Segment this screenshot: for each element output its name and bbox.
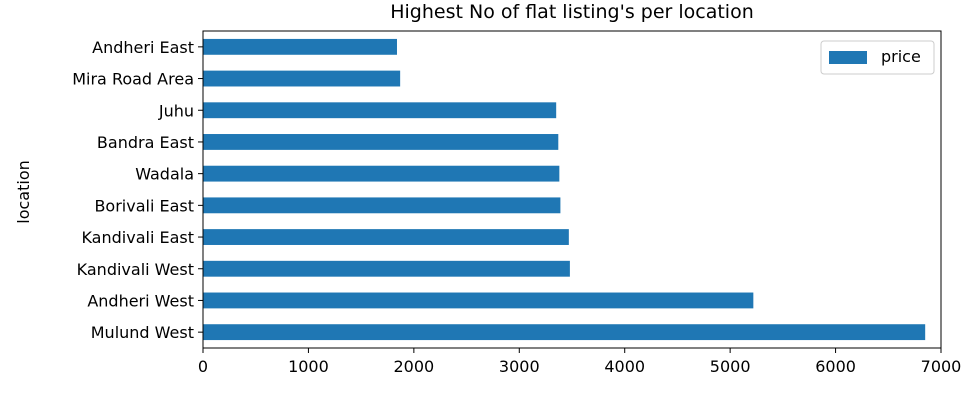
y-tick-label: Andheri West [87, 291, 194, 310]
bar-mulund-west [203, 324, 926, 341]
x-tick-label: 2000 [393, 357, 434, 376]
x-tick-label: 1000 [288, 357, 329, 376]
legend: price [820, 40, 935, 75]
x-tick-label: 3000 [499, 357, 540, 376]
bar-andheri-west [203, 292, 754, 309]
y-tick-label: Bandra East [97, 133, 194, 152]
bar-bandra-east [203, 134, 559, 150]
chart-title: Highest No of flat listing's per locatio… [390, 1, 754, 23]
legend-label: price [881, 47, 921, 66]
legend-box [820, 40, 935, 75]
plot-frame [202, 30, 942, 349]
y-tick-label: Andheri East [92, 38, 194, 57]
y-tick-label: Kandivali East [81, 228, 194, 247]
legend-swatch [829, 51, 867, 64]
bar-mira-road-area [203, 70, 401, 87]
bar-kandivali-east [203, 229, 569, 245]
y-axis-label: location [14, 160, 33, 223]
x-tick-label: 7000 [921, 357, 962, 376]
bar-juhu [203, 102, 557, 119]
bar-wadala [203, 165, 560, 182]
y-tick-label: Wadala [135, 165, 194, 184]
plot-area: Andheri East Mira Road Area Juhu Bandra Eas… [72, 38, 961, 376]
bar-borivali-east [203, 197, 561, 214]
x-tick-label: 4000 [604, 357, 645, 376]
y-tick-label: Juhu [158, 101, 194, 120]
y-tick-label: Mira Road Area [72, 70, 194, 89]
x-tick-label: 6000 [815, 357, 856, 376]
x-tick-label: 5000 [710, 357, 751, 376]
y-tick-label: Borivali East [94, 196, 194, 215]
bar-kandivali-west [203, 260, 570, 277]
bar-andheri-east [203, 38, 397, 55]
y-tick-label: Kandivali West [77, 260, 194, 279]
y-tick-label: Mulund West [91, 323, 194, 342]
x-tick-label: 0 [198, 357, 208, 376]
